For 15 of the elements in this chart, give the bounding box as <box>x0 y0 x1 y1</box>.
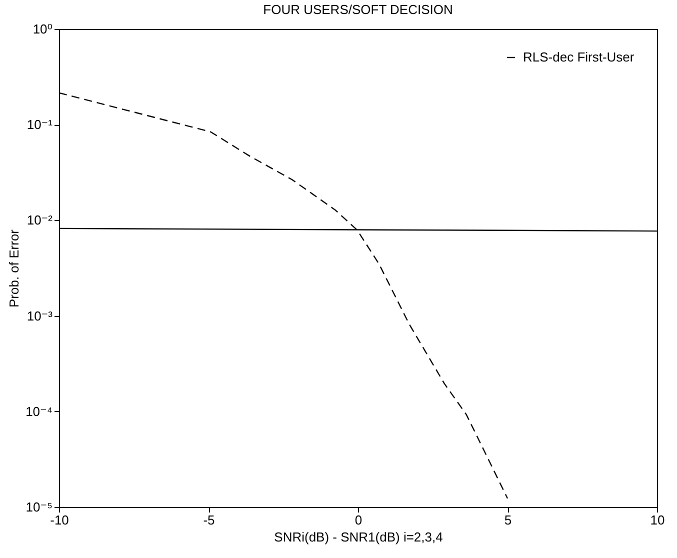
y-tick-label: 10⁻² <box>26 212 54 228</box>
y-axis-title: Prob. of Error <box>6 228 22 308</box>
x-tick-label: 5 <box>504 512 512 528</box>
y-tick-label: 10⁰ <box>32 22 52 36</box>
y-tick-label: 10⁻³ <box>26 308 54 324</box>
chart-title: FOUR USERS/SOFT DECISION <box>263 2 453 17</box>
x-tick-label: -10 <box>50 512 69 528</box>
x-tick-label: 0 <box>354 512 362 528</box>
x-axis-title: SNRi(dB) - SNR1(dB) i=2,3,4 <box>274 530 443 544</box>
y-tick-label: 10⁻⁴ <box>26 404 52 419</box>
y-tick-label: 10⁻⁵ <box>26 500 52 514</box>
x-tick-label: -5 <box>203 512 215 528</box>
y-tick-label: 10⁻¹ <box>26 117 54 132</box>
legend-label: RLS-dec First-User <box>523 50 635 64</box>
x-tick-label: 10 <box>650 512 665 528</box>
